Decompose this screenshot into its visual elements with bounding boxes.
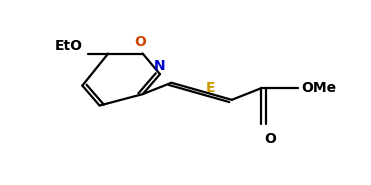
Text: EtO: EtO [55, 39, 83, 53]
Text: N: N [154, 59, 166, 73]
Text: O: O [134, 35, 146, 49]
Text: O: O [265, 132, 277, 146]
Text: OMe: OMe [301, 81, 336, 95]
Text: E: E [206, 81, 215, 95]
